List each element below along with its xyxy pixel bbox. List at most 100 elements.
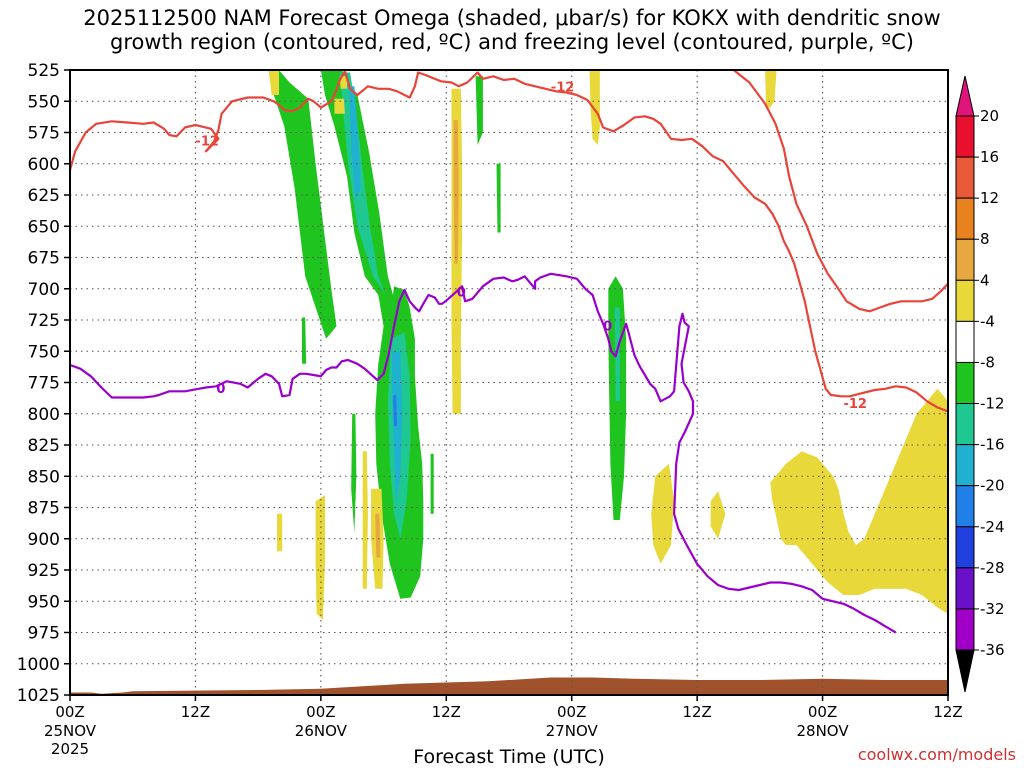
contour-label: 0: [457, 286, 466, 301]
omega-region-5: [391, 351, 403, 502]
x-tick-label: 00Z: [306, 703, 335, 721]
x-tick-label: 00Z: [557, 703, 586, 721]
colorbar-tick-label: -28: [980, 559, 1005, 577]
colorbar-tick-label: -16: [980, 436, 1005, 454]
freezing-level-contour-0: [70, 272, 897, 634]
omega-region-22: [362, 451, 368, 589]
omega-region-25: [277, 513, 283, 552]
colorbar-tick-label: -4: [980, 312, 995, 330]
colorbar-swatch: [955, 526, 975, 569]
y-tick-label: 1025: [17, 686, 60, 706]
x-axis-label: Forecast Time (UTC): [413, 746, 604, 768]
x-tick-label: 12Z: [933, 703, 962, 721]
y-tick-label: 725: [28, 311, 60, 331]
axes-layer: 525 550 575 600 625 650 675 700 725 750 775 800 825 8…: [17, 61, 963, 758]
y-tick-label: 650: [28, 217, 60, 237]
omega-region-10: [475, 76, 483, 145]
omega-region-19: [589, 70, 600, 145]
y-tick-label: 775: [28, 374, 60, 394]
dgz-contour-0: [70, 70, 948, 413]
omega-region-18: [339, 76, 347, 89]
omega-region-6: [393, 395, 398, 427]
y-tick-label: 975: [28, 624, 60, 644]
omega-region-20: [765, 70, 777, 108]
x-tick-date: 27NOV: [546, 722, 599, 740]
y-tick-label: 925: [28, 561, 60, 581]
contour-label: 0: [603, 319, 612, 334]
contour-label: -12: [551, 81, 575, 96]
contour-label: -12: [195, 134, 219, 149]
colorbar-swatch: [955, 197, 975, 240]
y-tick-label: 950: [28, 592, 60, 612]
omega-region-28: [770, 388, 948, 614]
colorbar-swatch: [955, 403, 975, 446]
colorbar-tick-label: -24: [980, 518, 1005, 536]
chart-title-line1: 2025112500 NAM Forecast Omega (shaded, μ…: [83, 6, 941, 30]
y-tick-label: 750: [28, 342, 60, 362]
omega-region-21: [315, 495, 325, 620]
colorbar-tick-label: 16: [980, 148, 999, 166]
x-tick-label: 12Z: [682, 703, 711, 721]
omega-region-16: [453, 120, 459, 264]
omega-region-24: [375, 513, 381, 558]
colorbar-swatch: [955, 115, 975, 158]
colorbar-swatch: [955, 320, 975, 363]
colorbar-swatch: [955, 279, 975, 322]
omega-region-8: [351, 413, 357, 533]
y-tick-label: 675: [28, 249, 60, 269]
colorbar-tick-label: 12: [980, 189, 999, 207]
contour-layer: -12 -12 -12 0 0 0: [70, 70, 948, 634]
credit-link[interactable]: coolwx.com/models: [858, 745, 1016, 764]
omega-shading-layer: [268, 70, 948, 620]
colorbar-tick-label: -8: [980, 353, 995, 371]
y-tick-label: 850: [28, 467, 60, 487]
omega-region-4: [349, 86, 361, 202]
y-tick-label: 825: [28, 436, 60, 456]
y-tick-label: 700: [28, 280, 60, 300]
omega-region-27: [710, 491, 726, 539]
colorbar-tick-label: -12: [980, 395, 1005, 413]
plot-frame: [69, 69, 949, 696]
terrain-fill: [70, 677, 948, 695]
chart-title-line2: growth region (contoured, red, ºC) and f…: [110, 30, 914, 54]
colorbar-swatch: [955, 444, 975, 487]
omega-region-9: [430, 453, 434, 514]
omega-region-0: [268, 70, 337, 339]
x-tick-label: 12Z: [181, 703, 210, 721]
colorbar-tick-label: 20: [980, 107, 999, 125]
omega-region-14: [268, 70, 279, 95]
y-tick-label: 550: [28, 92, 60, 112]
y-tick-label: 600: [28, 155, 60, 175]
y-tick-label: 625: [28, 186, 60, 206]
colorbar-swatch: [955, 567, 975, 610]
x-tick-year: 2025: [51, 740, 89, 758]
contour-label: 0: [216, 382, 225, 397]
y-tick-label: 1000: [17, 655, 60, 675]
omega-region-7: [302, 317, 307, 364]
x-tick-label: 12Z: [432, 703, 461, 721]
y-tick-label: 575: [28, 124, 60, 144]
colorbar-swatch: [955, 361, 975, 405]
x-tick-date: 25NOV: [44, 722, 97, 740]
colorbar-top-arrow: [955, 75, 975, 117]
y-tick-label: 875: [28, 499, 60, 519]
x-tick-date: 26NOV: [295, 722, 348, 740]
dgz-contour-1: [733, 70, 948, 313]
colorbar-tick-label: 8: [980, 230, 990, 248]
omega-region-26: [651, 463, 675, 564]
colorbar-swatch: [955, 238, 975, 281]
colorbar: 20 16 12 8 4 -4 -8 -12 -16 -20 -24 -28 -32 -36: [955, 75, 1005, 693]
y-tick-label: 525: [28, 61, 60, 81]
colorbar-swatch: [955, 156, 975, 199]
colorbar-tick-label: 4: [980, 271, 990, 289]
y-tick-label: 800: [28, 405, 60, 425]
x-tick-date: 28NOV: [797, 722, 850, 740]
omega-region-17: [334, 98, 345, 114]
grid-layer: [70, 70, 948, 695]
x-tick-label: 00Z: [808, 703, 837, 721]
contour-label: -12: [843, 397, 867, 412]
colorbar-swatch: [955, 608, 975, 651]
chart-title: 2025112500 NAM Forecast Omega (shaded, μ…: [0, 6, 1024, 54]
y-tick-label: 900: [28, 530, 60, 550]
